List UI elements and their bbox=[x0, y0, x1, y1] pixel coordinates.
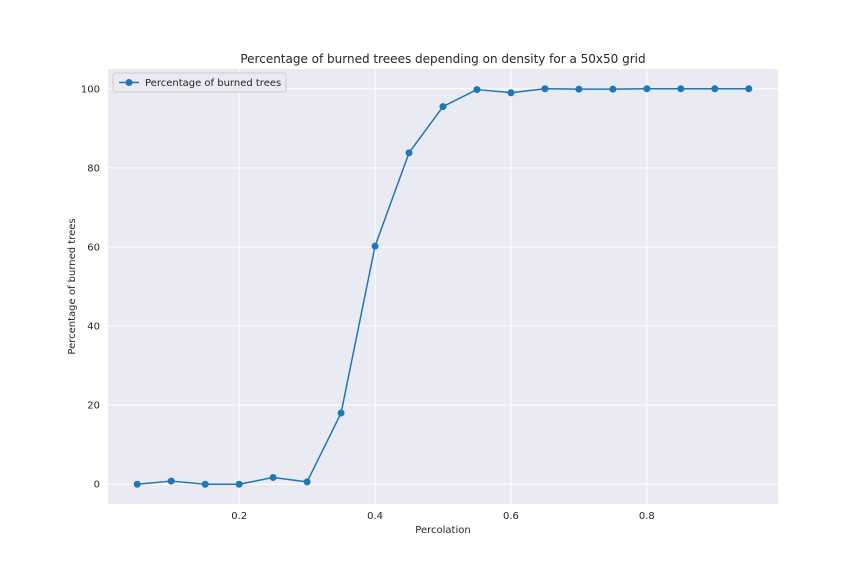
data-point bbox=[337, 409, 345, 417]
y-tick-label: 80 bbox=[87, 163, 100, 174]
legend-marker bbox=[125, 79, 133, 86]
data-point bbox=[269, 474, 277, 482]
data-point bbox=[201, 480, 209, 488]
x-axis: 0.2 0.4 0.6 0.8 bbox=[231, 511, 655, 522]
y-tick-label: 40 bbox=[87, 322, 100, 333]
data-point bbox=[541, 85, 549, 93]
data-point bbox=[677, 85, 685, 93]
y-tick-label: 100 bbox=[81, 84, 100, 95]
data-point bbox=[575, 85, 583, 93]
y-axis: 0 20 40 60 80 100 bbox=[81, 84, 100, 490]
legend-box bbox=[112, 72, 287, 93]
x-tick-label: 0.6 bbox=[503, 511, 519, 522]
chart-title: Percentage of burned treees depending on… bbox=[240, 52, 645, 66]
data-point bbox=[371, 242, 379, 250]
series-layer bbox=[133, 85, 753, 488]
data-point bbox=[133, 480, 141, 488]
data-point bbox=[609, 85, 617, 93]
y-tick-label: 0 bbox=[94, 480, 100, 491]
data-point bbox=[643, 85, 651, 93]
data-point bbox=[439, 103, 447, 111]
data-point bbox=[235, 480, 243, 488]
data-point bbox=[405, 149, 413, 157]
legend-label: Percentage of burned trees bbox=[145, 78, 281, 89]
data-point bbox=[473, 86, 481, 94]
x-tick-label: 0.4 bbox=[367, 511, 383, 522]
data-point bbox=[167, 477, 175, 485]
data-point bbox=[745, 85, 753, 93]
x-tick-label: 0.8 bbox=[639, 511, 655, 522]
data-point bbox=[303, 478, 311, 486]
x-tick-label: 0.2 bbox=[231, 511, 247, 522]
y-tick-label: 20 bbox=[87, 401, 100, 412]
y-axis-label: Percentage of burned trees bbox=[67, 218, 78, 354]
legend: Percentage of burned trees bbox=[112, 72, 287, 93]
data-point bbox=[507, 89, 515, 97]
y-tick-label: 60 bbox=[87, 242, 100, 253]
plot-area bbox=[108, 69, 778, 504]
x-axis-label: Percolation bbox=[415, 525, 470, 536]
data-point bbox=[711, 85, 719, 93]
